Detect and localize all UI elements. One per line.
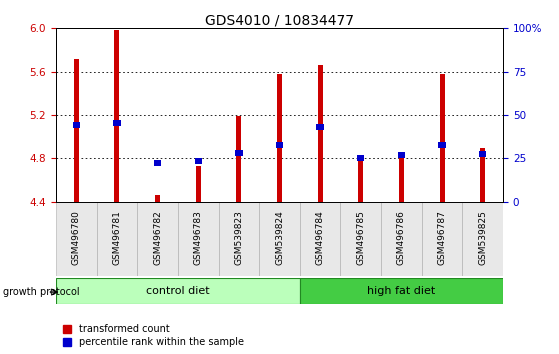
Bar <box>259 202 300 276</box>
Bar <box>422 202 462 276</box>
Text: GSM539825: GSM539825 <box>479 210 487 265</box>
Text: growth protocol: growth protocol <box>3 287 79 297</box>
Bar <box>479 151 486 157</box>
Bar <box>97 202 137 276</box>
Legend: transformed count, percentile rank within the sample: transformed count, percentile rank withi… <box>61 322 246 349</box>
Text: GSM496785: GSM496785 <box>356 210 366 265</box>
Bar <box>56 278 300 304</box>
Bar <box>73 122 80 128</box>
Text: GSM496787: GSM496787 <box>438 210 447 265</box>
Bar <box>300 202 340 276</box>
Bar <box>438 142 446 148</box>
Bar <box>155 195 160 202</box>
Bar <box>358 160 363 202</box>
Bar <box>196 166 201 202</box>
Bar <box>277 74 282 202</box>
Bar <box>195 158 202 164</box>
Bar <box>316 124 324 130</box>
Text: high fat diet: high fat diet <box>367 286 435 296</box>
Text: GSM539824: GSM539824 <box>275 210 284 265</box>
Bar <box>399 153 404 202</box>
Bar <box>398 152 405 158</box>
Text: GSM496782: GSM496782 <box>153 210 162 265</box>
Bar <box>115 30 119 202</box>
Bar <box>56 202 97 276</box>
Title: GDS4010 / 10834477: GDS4010 / 10834477 <box>205 13 354 27</box>
Bar <box>440 74 444 202</box>
Bar <box>178 202 219 276</box>
Text: control diet: control diet <box>146 286 210 296</box>
Bar <box>235 150 243 156</box>
Bar <box>236 116 241 202</box>
Text: GSM496784: GSM496784 <box>316 210 325 265</box>
Bar <box>357 155 364 161</box>
Text: GSM496783: GSM496783 <box>193 210 203 265</box>
Bar <box>219 202 259 276</box>
Bar <box>154 160 161 166</box>
Bar <box>276 142 283 148</box>
Bar <box>462 202 503 276</box>
Text: GSM496780: GSM496780 <box>72 210 80 265</box>
Bar <box>340 202 381 276</box>
Bar <box>113 120 121 126</box>
Bar <box>74 59 79 202</box>
Bar <box>137 202 178 276</box>
Bar <box>318 65 323 202</box>
Bar <box>381 202 422 276</box>
Text: GSM539823: GSM539823 <box>234 210 243 265</box>
Text: GSM496786: GSM496786 <box>397 210 406 265</box>
Bar <box>300 278 503 304</box>
Bar <box>480 148 485 202</box>
Text: GSM496781: GSM496781 <box>112 210 121 265</box>
